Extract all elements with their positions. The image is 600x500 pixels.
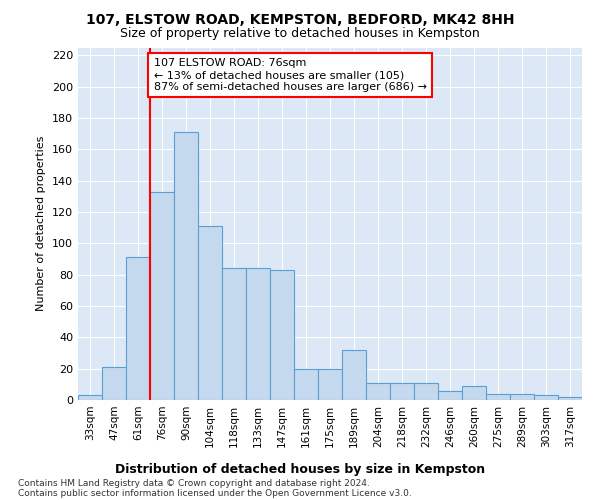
Bar xyxy=(534,396,558,400)
Bar xyxy=(126,258,150,400)
Bar xyxy=(102,367,126,400)
Bar xyxy=(198,226,222,400)
Text: Size of property relative to detached houses in Kempston: Size of property relative to detached ho… xyxy=(120,28,480,40)
Bar xyxy=(558,397,582,400)
Bar xyxy=(270,270,294,400)
Bar xyxy=(246,268,270,400)
Bar xyxy=(366,383,390,400)
Bar xyxy=(150,192,174,400)
Bar xyxy=(174,132,198,400)
Text: 107, ELSTOW ROAD, KEMPSTON, BEDFORD, MK42 8HH: 107, ELSTOW ROAD, KEMPSTON, BEDFORD, MK4… xyxy=(86,12,514,26)
Bar xyxy=(510,394,534,400)
Bar xyxy=(414,383,438,400)
Bar xyxy=(294,368,318,400)
Bar xyxy=(390,383,414,400)
Text: Distribution of detached houses by size in Kempston: Distribution of detached houses by size … xyxy=(115,462,485,475)
Bar xyxy=(438,390,462,400)
Y-axis label: Number of detached properties: Number of detached properties xyxy=(37,136,46,312)
Bar xyxy=(78,396,102,400)
Bar xyxy=(342,350,366,400)
Text: 107 ELSTOW ROAD: 76sqm
← 13% of detached houses are smaller (105)
87% of semi-de: 107 ELSTOW ROAD: 76sqm ← 13% of detached… xyxy=(154,58,427,92)
Text: Contains public sector information licensed under the Open Government Licence v3: Contains public sector information licen… xyxy=(18,489,412,498)
Text: Contains HM Land Registry data © Crown copyright and database right 2024.: Contains HM Land Registry data © Crown c… xyxy=(18,479,370,488)
Bar xyxy=(462,386,486,400)
Bar xyxy=(486,394,510,400)
Bar xyxy=(318,368,342,400)
Bar xyxy=(222,268,246,400)
